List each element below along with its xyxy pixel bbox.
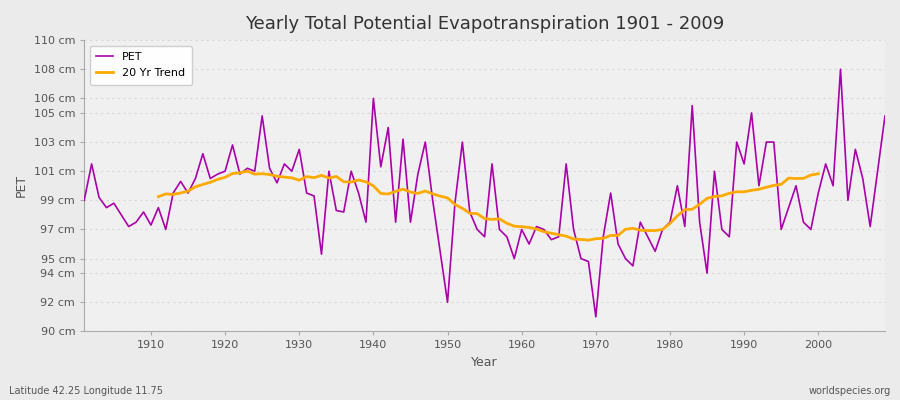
20 Yr Trend <box>249 172 260 176</box>
PET <box>302 191 312 196</box>
20 Yr Trend <box>242 169 253 174</box>
20 Yr Trend <box>732 190 742 194</box>
20 Yr Trend <box>813 171 824 176</box>
Line: 20 Yr Trend: 20 Yr Trend <box>158 171 818 240</box>
Y-axis label: PET: PET <box>15 174 28 197</box>
PET <box>517 227 527 232</box>
X-axis label: Year: Year <box>472 356 498 369</box>
20 Yr Trend <box>153 194 164 199</box>
PET <box>590 314 601 319</box>
20 Yr Trend <box>627 226 638 231</box>
PET <box>138 210 148 214</box>
PET <box>879 114 890 118</box>
20 Yr Trend <box>716 194 727 198</box>
20 Yr Trend <box>583 238 594 242</box>
PET <box>613 242 624 246</box>
PET <box>346 169 356 174</box>
Title: Yearly Total Potential Evapotranspiration 1901 - 2009: Yearly Total Potential Evapotranspiratio… <box>245 15 724 33</box>
20 Yr Trend <box>798 176 809 181</box>
Legend: PET, 20 Yr Trend: PET, 20 Yr Trend <box>90 46 192 85</box>
20 Yr Trend <box>361 180 372 184</box>
Text: Latitude 42.25 Longitude 11.75: Latitude 42.25 Longitude 11.75 <box>9 386 163 396</box>
PET <box>79 198 90 203</box>
PET <box>835 67 846 72</box>
Line: PET: PET <box>85 69 885 317</box>
Text: worldspecies.org: worldspecies.org <box>809 386 891 396</box>
PET <box>508 256 519 261</box>
